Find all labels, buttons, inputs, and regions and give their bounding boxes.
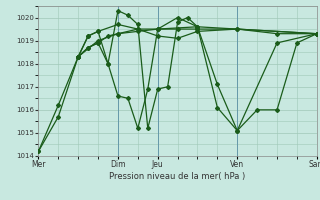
X-axis label: Pression niveau de la mer( hPa ): Pression niveau de la mer( hPa ): [109, 172, 246, 181]
